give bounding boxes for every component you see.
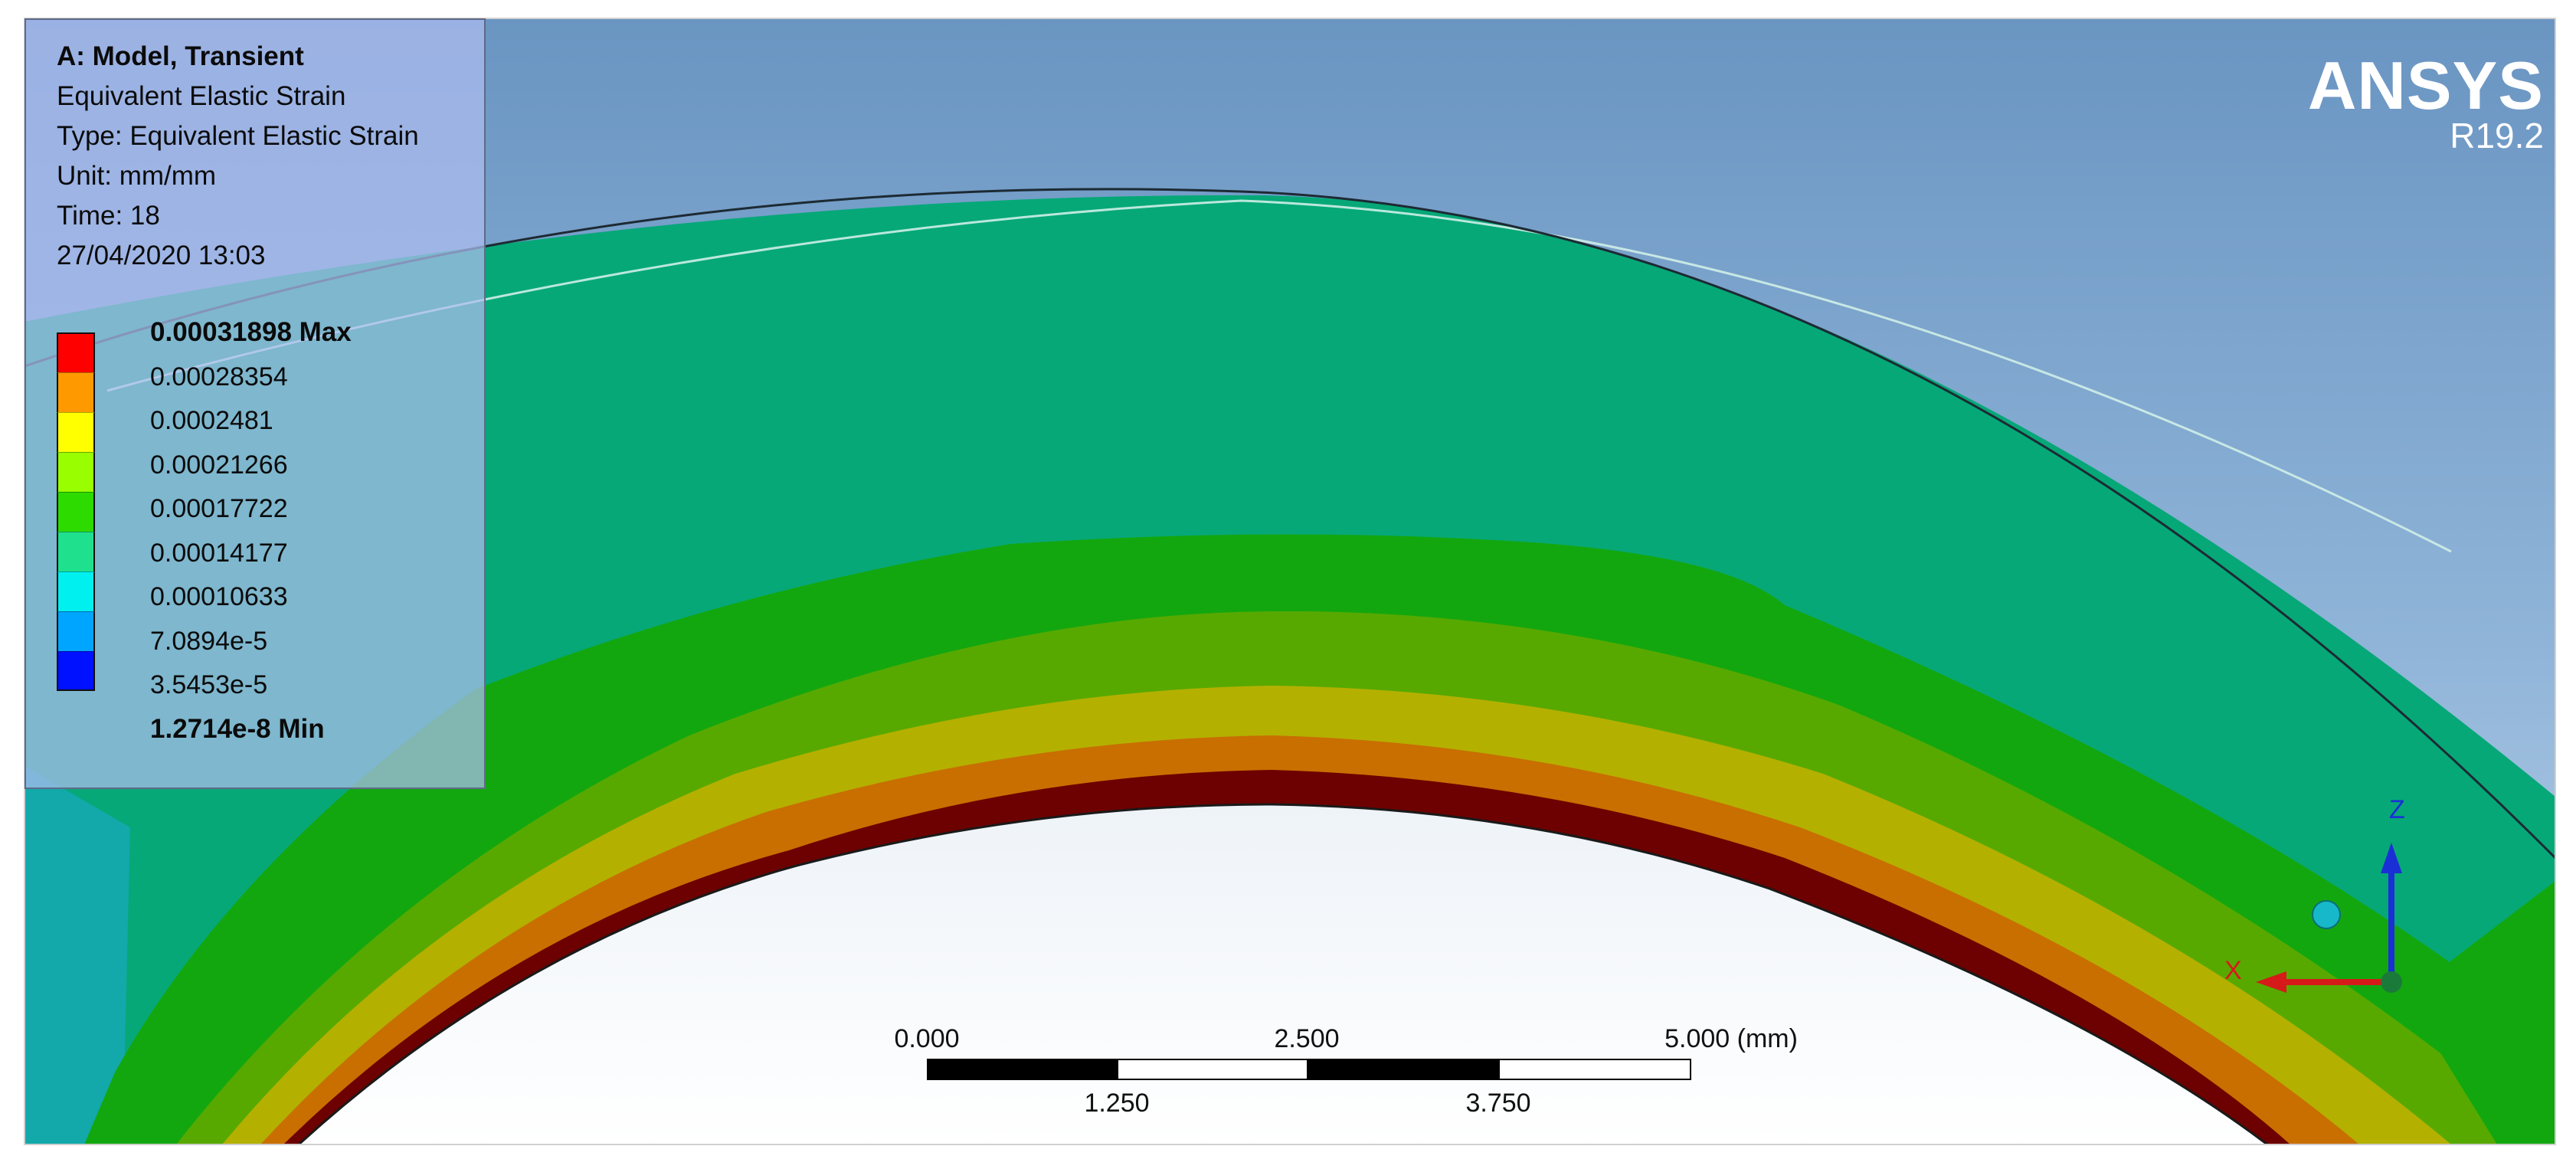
brand-version: R19.2 [2450, 116, 2544, 156]
brand-logo: ANSYS R19.2 [2307, 47, 2544, 156]
triad-iso-ball[interactable] [2312, 900, 2341, 929]
coordinate-triad[interactable] [2256, 843, 2402, 993]
legend-level-label: 0.00021266 [150, 450, 288, 480]
legend-timestamp: 27/04/2020 13:03 [57, 241, 266, 270]
body-teal-left [25, 766, 130, 1144]
triad-x-label: X [2224, 956, 2242, 985]
color-swatch [57, 332, 95, 372]
hole [299, 804, 2267, 1144]
legend-panel[interactable]: A: Model, Transient Equivalent Elastic S… [25, 18, 486, 789]
hole-edge [297, 803, 2268, 1144]
legend-unit: Unit: mm/mm [57, 161, 217, 191]
triad-z-label: Z [2389, 795, 2405, 824]
color-swatch [57, 412, 95, 452]
triad-z-arrowhead [2381, 843, 2402, 873]
legend-level-label: 0.00014177 [150, 538, 288, 568]
legend-time: Time: 18 [57, 201, 160, 231]
legend-result-name: Equivalent Elastic Strain [57, 81, 346, 111]
color-swatch [57, 651, 95, 691]
color-swatch [57, 611, 95, 651]
legend-level-label: 7.0894e-5 [150, 626, 268, 656]
legend-title: A: Model, Transient [57, 41, 304, 71]
triad-origin [2381, 971, 2402, 993]
legend-level-label: 0.0002481 [150, 406, 273, 435]
band-green-right [2405, 881, 2555, 1144]
color-scale[interactable]: 0.00031898 Max 0.00028354 0.0002481 0.00021… [57, 317, 352, 744]
color-swatch [57, 492, 95, 532]
color-swatch [57, 372, 95, 412]
brand-name: ANSYS [2307, 47, 2544, 123]
color-swatch [57, 452, 95, 492]
legend-level-label: 0.00010633 [150, 582, 288, 611]
surface-outline [106, 199, 2452, 553]
legend-level-label: 0.00017722 [150, 494, 288, 523]
legend-level-label: 1.2714e-8 Min [150, 713, 325, 744]
triad-x-arrowhead [2256, 971, 2286, 993]
color-swatch [57, 532, 95, 571]
legend-level-label: 3.5453e-5 [150, 670, 268, 699]
legend-level-label: 0.00031898 Max [150, 317, 352, 347]
legend-type: Type: Equivalent Elastic Strain [57, 121, 419, 151]
legend-header: A: Model, Transient Equivalent Elastic S… [57, 37, 486, 276]
color-swatch-column [57, 332, 95, 691]
legend-level-label: 0.00028354 [150, 362, 288, 391]
color-swatch [57, 571, 95, 611]
